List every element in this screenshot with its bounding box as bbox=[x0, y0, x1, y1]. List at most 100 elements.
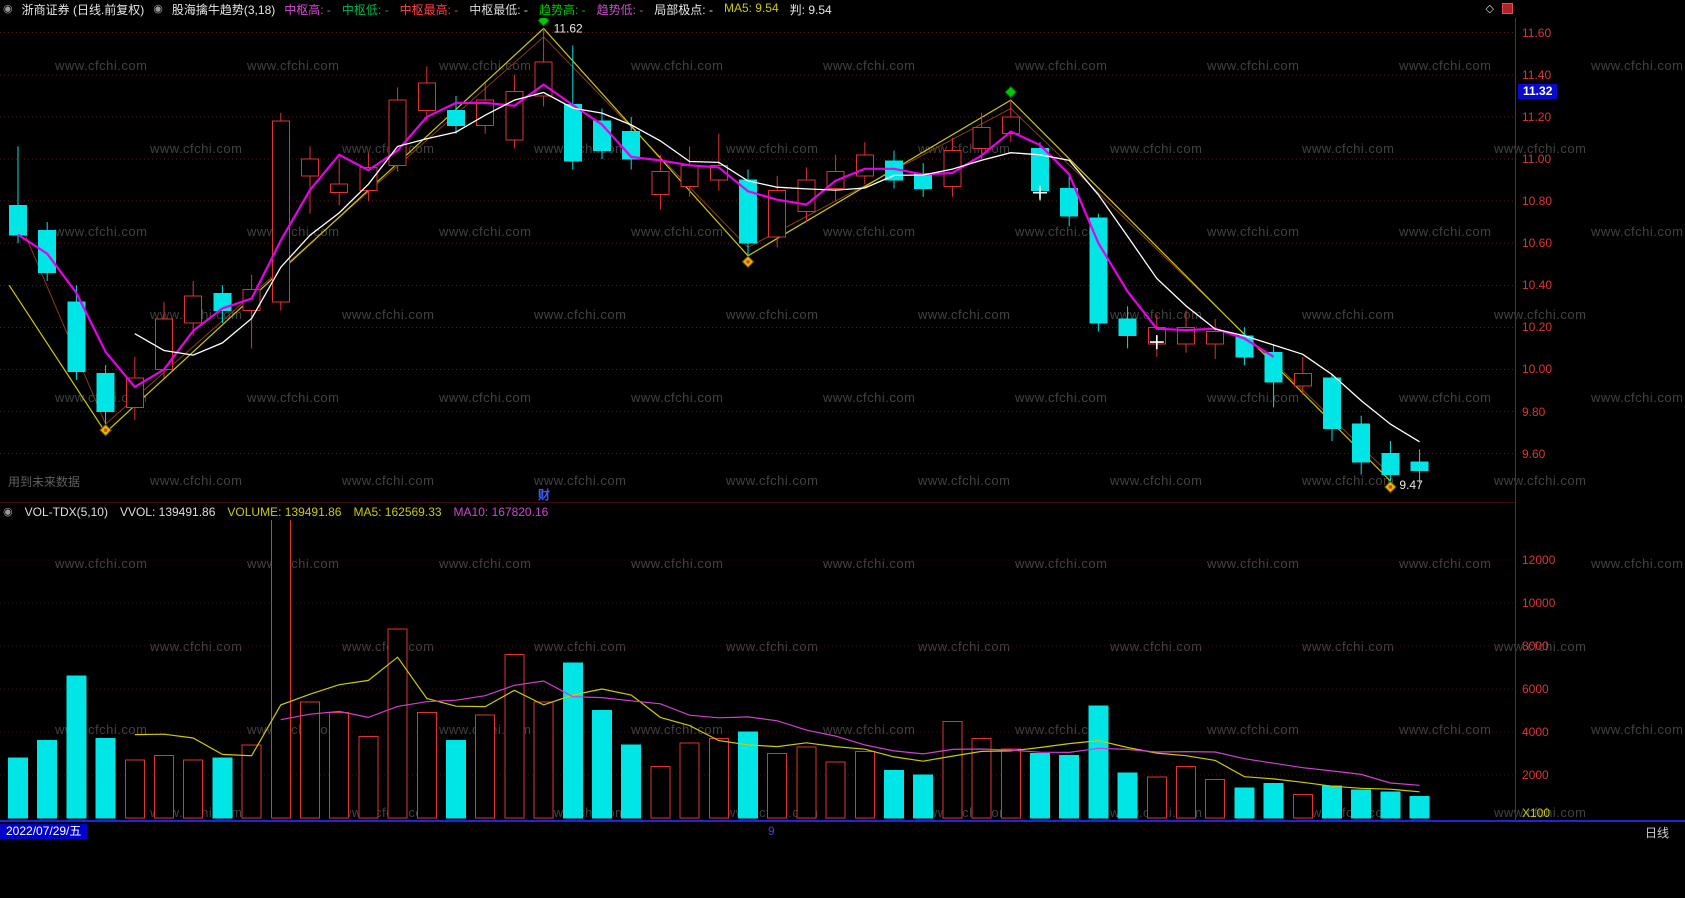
watermark-text: www.cfchi.com bbox=[55, 556, 148, 571]
watermark-text: www.cfchi.com bbox=[534, 473, 627, 488]
header-right-icons: ◇ bbox=[1486, 2, 1513, 15]
trend-zigzag-lines bbox=[8, 27, 1391, 482]
main-chart-header: ◉ 浙商证券 (日线.前复权) ◉ 股海擒牛趋势(3,18) 中枢高: - 中枢低… bbox=[0, 0, 1685, 18]
price-axis-label: 9.60 bbox=[1522, 447, 1546, 461]
volume-readout: VOLUME: 139491.86 bbox=[227, 504, 342, 519]
indicator-icon[interactable]: ◉ bbox=[153, 2, 163, 15]
indicator-name: 股海擒牛趋势(3,18) bbox=[171, 2, 276, 17]
watermark-text: www.cfchi.com bbox=[1399, 556, 1492, 571]
price-annotation: 11.62 bbox=[554, 22, 583, 36]
watermark-text: www.cfchi.com bbox=[1399, 722, 1492, 737]
watermark-text: www.cfchi.com bbox=[1207, 556, 1300, 571]
watermark-text: www.cfchi.com bbox=[1110, 141, 1203, 156]
watermark-text: www.cfchi.com bbox=[1494, 473, 1587, 488]
watermark-text: www.cfchi.com bbox=[55, 224, 148, 239]
watermark-text: www.cfchi.com bbox=[726, 639, 819, 654]
watermark-text: www.cfchi.com bbox=[1591, 58, 1684, 73]
volume-bars bbox=[8, 520, 1430, 819]
volume-indicator-icon[interactable]: ◉ bbox=[3, 506, 13, 518]
indicator-legend-item: 局部极点: - bbox=[654, 2, 713, 17]
watermark-text: www.cfchi.com bbox=[247, 224, 340, 239]
indicator-legend-item: 趋势低: - bbox=[596, 2, 644, 17]
indicator-legend-item: 趋势高: - bbox=[538, 2, 586, 17]
stock-title-icon[interactable]: ◉ bbox=[3, 2, 13, 15]
indicator-legend: 中枢高: - 中枢低: - 中枢最高: - 中枢最低: - 趋势高: - 趋势低: - 局部… bbox=[284, 1, 831, 18]
volume-chart-canvas[interactable] bbox=[0, 520, 1515, 820]
price-axis-label: 9.80 bbox=[1522, 405, 1546, 419]
watermark-text: www.cfchi.com bbox=[1015, 390, 1108, 405]
watermark-text: www.cfchi.com bbox=[1591, 224, 1684, 239]
watermark-text: www.cfchi.com bbox=[150, 639, 243, 654]
price-gridlines bbox=[0, 32, 1515, 455]
volume-ma5-readout: MA5: 162569.33 bbox=[353, 504, 442, 519]
watermark-text: www.cfchi.com bbox=[150, 141, 243, 156]
watermark-text: www.cfchi.com bbox=[1015, 224, 1108, 239]
indicator-legend-item: 判: 9.54 bbox=[789, 2, 832, 17]
volume-axis-label: 8000 bbox=[1522, 639, 1549, 653]
price-chart-canvas[interactable]: 11.62 9.47 bbox=[0, 18, 1515, 502]
watermark-text: www.cfchi.com bbox=[1302, 141, 1395, 156]
price-axis-label: 10.40 bbox=[1522, 278, 1553, 292]
watermark-text: www.cfchi.com bbox=[1302, 307, 1395, 322]
watermark-text: www.cfchi.com bbox=[631, 224, 724, 239]
indicator-legend-item: 中枢高: - bbox=[284, 2, 331, 17]
volume-axis-label: 2000 bbox=[1522, 768, 1549, 782]
date-label: 2022/07/29/五 bbox=[0, 824, 88, 839]
watermark-text: www.cfchi.com bbox=[1494, 307, 1587, 322]
volume-ma-lines bbox=[134, 656, 1420, 793]
stock-title: 浙商证券 (日线.前复权) bbox=[21, 2, 145, 17]
watermark-text: www.cfchi.com bbox=[1302, 639, 1395, 654]
watermark-text: www.cfchi.com bbox=[1110, 307, 1203, 322]
indicator-legend-item: 中枢低: - bbox=[341, 2, 389, 17]
watermark-text: www.cfchi.com bbox=[823, 58, 916, 73]
watermark-text: www.cfchi.com bbox=[1494, 141, 1587, 156]
volume-axis-label: 10000 bbox=[1522, 596, 1556, 610]
price-axis-label: 10.20 bbox=[1522, 320, 1553, 334]
watermark-text: www.cfchi.com bbox=[823, 390, 916, 405]
price-axis-label: 11.20 bbox=[1522, 110, 1552, 124]
watermark-text: www.cfchi.com bbox=[918, 307, 1011, 322]
watermark-text: www.cfchi.com bbox=[247, 58, 340, 73]
watermark-text: www.cfchi.com bbox=[247, 556, 340, 571]
diamond-icon[interactable]: ◇ bbox=[1485, 3, 1494, 15]
indicator-legend-item: 中枢最低: - bbox=[469, 2, 528, 17]
trend-high-icon bbox=[537, 18, 550, 27]
volume-axis-label: 4000 bbox=[1522, 725, 1549, 739]
watermark-text: www.cfchi.com bbox=[726, 307, 819, 322]
watermark-text: www.cfchi.com bbox=[342, 141, 435, 156]
watermark-text: www.cfchi.com bbox=[342, 307, 435, 322]
grid-layout-icon[interactable] bbox=[1502, 3, 1513, 14]
indicator-legend-item: MA5: 9.54 bbox=[723, 0, 779, 15]
watermark-text: www.cfchi.com bbox=[631, 390, 724, 405]
volume-indicator-name: VOL-TDX(5,10) bbox=[24, 504, 108, 519]
watermark-text: www.cfchi.com bbox=[726, 473, 819, 488]
status-bar: 2022/07/29/五 9 日线 bbox=[0, 820, 1685, 840]
watermark-text: www.cfchi.com bbox=[534, 307, 627, 322]
price-axis-label: 10.80 bbox=[1522, 194, 1553, 208]
watermark-text: www.cfchi.com bbox=[1015, 722, 1108, 737]
event-flag-cai[interactable]: 财 bbox=[538, 488, 551, 502]
watermark-text: www.cfchi.com bbox=[1110, 639, 1203, 654]
period-label[interactable]: 日线 bbox=[1644, 826, 1669, 840]
watermark-text: www.cfchi.com bbox=[631, 722, 724, 737]
watermark-text: www.cfchi.com bbox=[823, 556, 916, 571]
volume-axis-label: 12000 bbox=[1522, 553, 1556, 567]
watermark-text: www.cfchi.com bbox=[342, 473, 435, 488]
indicator-legend-item: 中枢最高: - bbox=[399, 2, 459, 17]
watermark-text: www.cfchi.com bbox=[1015, 58, 1108, 73]
candlesticks bbox=[9, 28, 1429, 484]
watermark-text: www.cfchi.com bbox=[439, 390, 532, 405]
volume-unit-label: X100 bbox=[1522, 806, 1551, 820]
volume-ma10-readout: MA10: 167820.16 bbox=[453, 504, 549, 519]
last-price-tag: 11.32 bbox=[1518, 84, 1558, 99]
watermark-text: www.cfchi.com bbox=[1207, 224, 1300, 239]
watermark-text: www.cfchi.com bbox=[631, 556, 724, 571]
watermark-text: www.cfchi.com bbox=[1591, 556, 1684, 571]
volume-axis-label: 6000 bbox=[1522, 682, 1549, 696]
price-axis-label: 10.00 bbox=[1522, 362, 1553, 376]
event-number-label: 9 bbox=[768, 824, 775, 838]
watermark-text: www.cfchi.com bbox=[631, 58, 724, 73]
vvol-readout: VVOL: 139491.86 bbox=[119, 504, 216, 519]
watermark-text: www.cfchi.com bbox=[1399, 390, 1492, 405]
